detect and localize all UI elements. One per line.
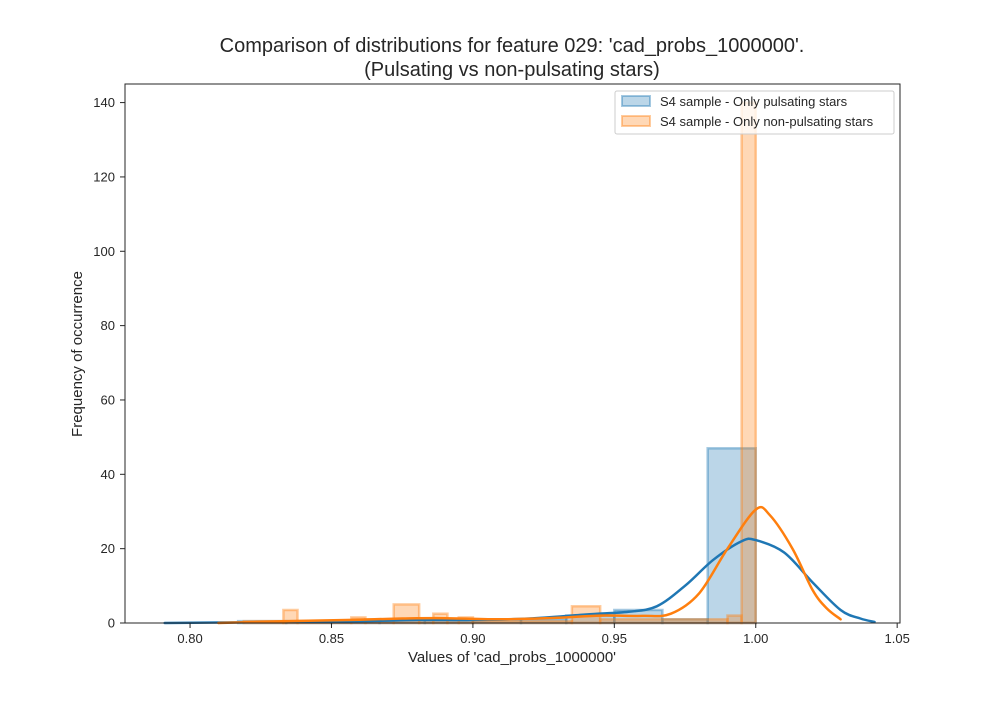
y-tick-label: 120	[93, 169, 115, 184]
x-tick-label: 1.00	[743, 631, 768, 646]
hist-bar-series-1-bin-14	[726, 614, 743, 625]
y-axis: 0 20 40 60 80 100 120 140	[93, 95, 125, 631]
legend-label-non-pulsating: S4 sample - Only non-pulsating stars	[660, 114, 874, 129]
plot-area	[163, 101, 876, 625]
legend-frame	[614, 90, 895, 135]
x-axis: 0.80 0.85 0.90 0.95 1.00 1.05	[177, 623, 910, 646]
x-axis-label: Values of 'cad_probs_1000000'	[408, 649, 616, 666]
y-tick-label: 0	[108, 616, 115, 631]
y-tick-label: 140	[93, 95, 115, 110]
chart-title-line-2: (Pulsating vs non-pulsating stars)	[364, 59, 660, 81]
x-tick-label: 0.80	[177, 631, 202, 646]
y-tick-label: 40	[101, 467, 115, 482]
legend-swatch-non-pulsating	[621, 115, 651, 127]
hist-bar-series-1-bin-15	[740, 101, 757, 625]
kde-line-series-1	[217, 505, 842, 625]
x-tick-label: 0.95	[602, 631, 627, 646]
x-tick-label: 0.85	[319, 631, 344, 646]
histogram-series-0	[236, 447, 757, 625]
chart-title-line-1: Comparison of distributions for feature …	[220, 35, 805, 57]
legend-swatch-pulsating	[621, 95, 651, 107]
y-tick-label: 60	[101, 392, 115, 407]
kde-line-series-0	[163, 537, 876, 625]
y-tick-label: 20	[101, 541, 115, 556]
y-tick-label: 80	[101, 318, 115, 333]
legend: S4 sample - Only pulsating stars S4 samp…	[614, 90, 895, 135]
x-tick-label: 1.05	[885, 631, 910, 646]
histogram-series-1	[242, 101, 757, 625]
hist-bar-series-0-bin-11	[706, 447, 757, 625]
plot-frame	[124, 83, 901, 624]
y-tick-label: 100	[93, 244, 115, 259]
x-tick-label: 0.90	[460, 631, 485, 646]
hist-bar-series-1-bin-13	[598, 618, 729, 625]
y-axis-label: Frequency of occurrence	[69, 271, 86, 437]
legend-label-pulsating: S4 sample - Only pulsating stars	[660, 94, 848, 109]
